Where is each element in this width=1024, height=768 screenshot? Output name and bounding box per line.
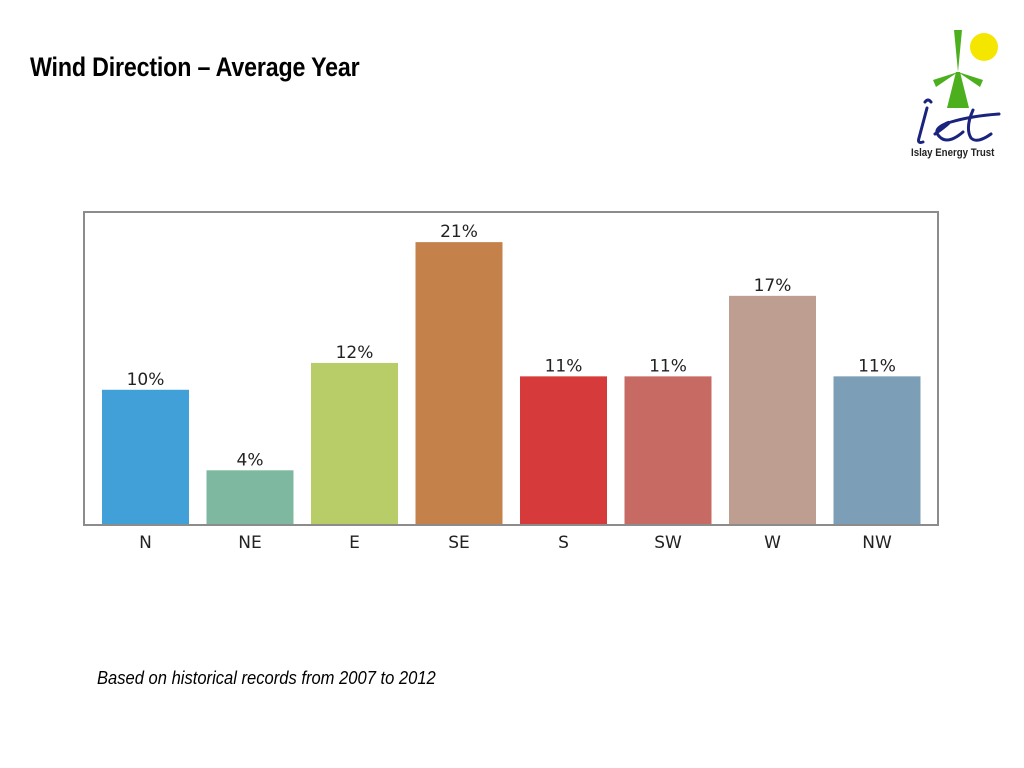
slide-title: Wind Direction – Average Year [30,52,360,82]
category-label-w: W [764,533,781,553]
bar-nw [833,376,921,524]
bar-w [729,295,816,524]
data-label-ne: 4% [237,450,264,470]
bar-se [415,242,503,524]
bar-sw [624,376,712,524]
data-label-e: 12% [336,343,374,363]
footnote: Based on historical records from 2007 to… [97,668,436,688]
data-label-w: 17% [754,276,792,296]
logo-text: Islay Energy Trust [911,147,995,159]
category-label-n: N [139,533,152,553]
bar-e [311,362,398,524]
category-label-s: S [558,533,569,553]
bar-ne [206,470,294,524]
category-label-sw: SW [654,533,682,553]
bar-chart: 10% N 4% NE 12% E 21% SE 11% S 11% SW 17% W 11% NW [83,211,939,553]
category-label-e: E [349,533,360,553]
islay-energy-trust-logo: Islay Energy Trust [905,22,1005,167]
sun-shape [970,33,998,61]
data-label-s: 11% [545,356,583,376]
data-label-se: 21% [440,222,478,242]
category-label-ne: NE [238,533,261,553]
data-label-sw: 11% [649,356,687,376]
bar-s [520,376,607,524]
category-label-nw: NW [862,533,892,553]
wind-turbine-sun-icon [917,30,1001,144]
data-label-n: 10% [127,370,165,390]
wind-direction-chart: 10% N 4% NE 12% E 21% SE 11% S 11% SW 17% W 11% NW [82,210,942,560]
data-label-nw: 11% [858,356,896,376]
bar-n [102,389,189,524]
category-label-se: SE [448,533,470,553]
